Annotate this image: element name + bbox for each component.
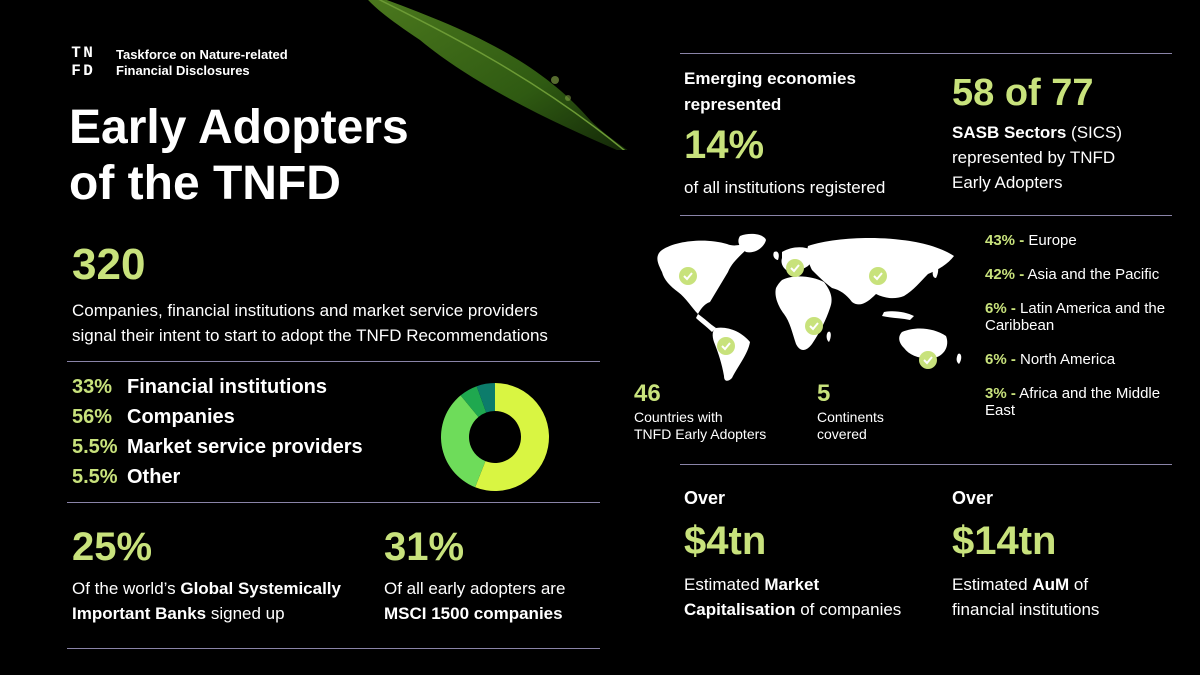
breakdown-row: 56% Companies [72,406,235,428]
divider [680,215,1172,216]
headline-description: Companies, financial institutions and ma… [72,301,548,345]
participant-breakdown: 33% Financial institutions 56% Companies 5… [72,372,432,492]
check-icon [869,267,887,285]
page-title: Early Adopters of the TNFD [69,101,409,210]
region-item: 6% - North America [985,351,1116,368]
breakdown-donut-chart [441,383,549,491]
region-item: 6% - Latin America and the Caribbean [985,300,1166,334]
region-breakdown: 43% - Europe 42% - Asia and the Pacific … [985,232,1185,436]
msci-description: Of all early adopters are MSCI 1500 comp… [384,579,566,623]
region-item: 3% - Africa and the Middle East [985,385,1161,419]
market-cap-number: $4tn [684,519,767,563]
donut-segment-0 [475,383,549,491]
emerging-caption: of all institutions registered [684,178,886,197]
donut-segment-2 [460,386,487,417]
countries-label: Countries with TNFD Early Adopters [634,409,767,442]
divider [67,648,600,649]
msci-number: 31% [384,525,465,569]
tnfd-logo: T N F D [70,44,106,80]
continents-label: Continents covered [817,409,884,442]
logo-letter: D [83,62,93,80]
divider [680,464,1172,465]
gsib-description: Of the world’s Global Systemically Impor… [72,579,341,623]
donut-segment-1 [441,395,486,488]
breakdown-row: 5.5% Market service providers [72,436,363,458]
check-icon [919,351,937,369]
check-icon [679,267,697,285]
market-cap-over: Over [684,488,726,508]
aum-over: Over [952,488,994,508]
market-cap-description: Estimated Market Capitalisation of compa… [684,575,902,619]
region-item: 42% - Asia and the Pacific [985,266,1160,283]
check-icon [786,259,804,277]
organization-name: Taskforce on Nature-related Financial Di… [116,47,288,78]
divider [680,53,1172,54]
breakdown-row: 33% Financial institutions [72,376,328,398]
donut-segment-3 [476,383,495,413]
logo-letter: T [71,44,81,62]
emerging-number: 14% [684,123,765,167]
logo-letter: F [71,62,81,80]
emerging-heading: Emerging economies represented [684,69,856,114]
logo-letter: N [83,44,93,62]
aum-number: $14tn [952,519,1057,563]
sasb-number: 58 of 77 [952,72,1094,114]
region-item: 43% - Europe [985,232,1077,249]
check-icon [717,337,735,355]
headline-number: 320 [72,240,146,289]
continents-number: 5 [817,380,831,407]
aum-description: Estimated AuM of financial institutions [952,575,1100,619]
sasb-description: SASB Sectors (SICS) represented by TNFD … [952,123,1123,192]
world-map [657,233,962,381]
gsib-number: 25% [72,525,153,569]
divider [67,502,600,503]
breakdown-row: 5.5% Other [72,466,181,488]
leaf-image [330,0,660,150]
check-markers [679,259,937,369]
divider [67,361,600,362]
check-icon [805,317,823,335]
countries-number: 46 [634,380,661,407]
